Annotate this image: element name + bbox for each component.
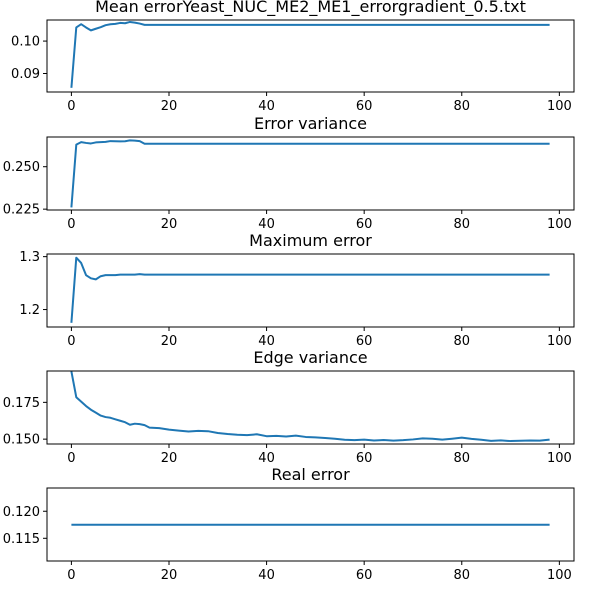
x-tick-label: 100: [547, 99, 572, 114]
x-tick-label: 0: [67, 217, 75, 232]
x-tick-label: 20: [161, 217, 178, 232]
subplot-title: Edge variance: [253, 348, 367, 367]
x-tick-label: 0: [67, 99, 75, 114]
x-tick-label: 20: [161, 334, 178, 349]
y-tick-label: 1.2: [19, 303, 40, 318]
series-line: [70, 139, 550, 208]
x-tick-label: 20: [161, 99, 178, 114]
x-tick-label: 60: [356, 334, 373, 349]
subplot-4: Edge variance 0 20 40 60 80 100 0.150 0.175: [3, 348, 575, 466]
subplot-5: Real error 0 20 40 60 80 100 0.115 0.120: [3, 465, 575, 583]
x-tick-label: 80: [453, 334, 470, 349]
x-tick-label: 0: [67, 568, 75, 583]
plot-frame: [46, 19, 575, 93]
x-tick-label: 100: [547, 217, 572, 232]
x-tick-label: 80: [453, 99, 470, 114]
subplot-title: Maximum error: [249, 231, 372, 250]
y-tick-label: 0.09: [11, 67, 40, 82]
y-tick-label: 1.3: [19, 250, 40, 265]
x-tick-label: 80: [453, 451, 470, 466]
y-tick-label: 0.250: [3, 160, 40, 175]
y-tick-label: 0.10: [11, 35, 40, 50]
subplot-2: Error variance 0 20 40 60 80 100 0.225 0.250: [3, 114, 575, 232]
series-line: [70, 256, 550, 323]
subplot-3: Maximum error 0 20 40 60 80 100 1.2 1.3: [19, 231, 575, 349]
x-tick-label: 40: [258, 568, 275, 583]
x-tick-label: 80: [453, 217, 470, 232]
x-tick-label: 100: [547, 334, 572, 349]
x-tick-label: 40: [258, 99, 275, 114]
x-tick-label: 40: [258, 334, 275, 349]
y-tick-label: 0.225: [3, 203, 40, 218]
x-tick-label: 100: [547, 568, 572, 583]
y-tick-label: 0.115: [3, 532, 40, 547]
x-tick-label: 20: [161, 451, 178, 466]
subplot-1: Mean errorYeast_NUC_ME2_ME1_errorgradien…: [11, 0, 575, 114]
x-tick-label: 60: [356, 217, 373, 232]
subplot-title: Real error: [271, 465, 350, 484]
y-tick-label: 0.120: [3, 505, 40, 520]
x-tick-label: 80: [453, 568, 470, 583]
subplot-title: Mean errorYeast_NUC_ME2_ME1_errorgradien…: [95, 0, 526, 17]
plot-frame: [46, 253, 575, 328]
plot-frame: [46, 370, 575, 445]
plot-frame: [46, 136, 575, 211]
x-tick-label: 60: [356, 451, 373, 466]
x-tick-label: 20: [161, 568, 178, 583]
plot-frame: [46, 487, 575, 562]
x-tick-label: 100: [547, 451, 572, 466]
y-tick-label: 0.175: [3, 396, 40, 411]
x-tick-label: 60: [356, 568, 373, 583]
x-tick-label: 40: [258, 217, 275, 232]
x-tick-label: 0: [67, 334, 75, 349]
x-tick-label: 40: [258, 451, 275, 466]
series-line: [70, 20, 550, 88]
x-tick-label: 60: [356, 99, 373, 114]
x-tick-label: 0: [67, 451, 75, 466]
y-tick-label: 0.150: [3, 433, 40, 448]
subplot-title: Error variance: [254, 114, 367, 133]
series-line: [70, 371, 550, 443]
